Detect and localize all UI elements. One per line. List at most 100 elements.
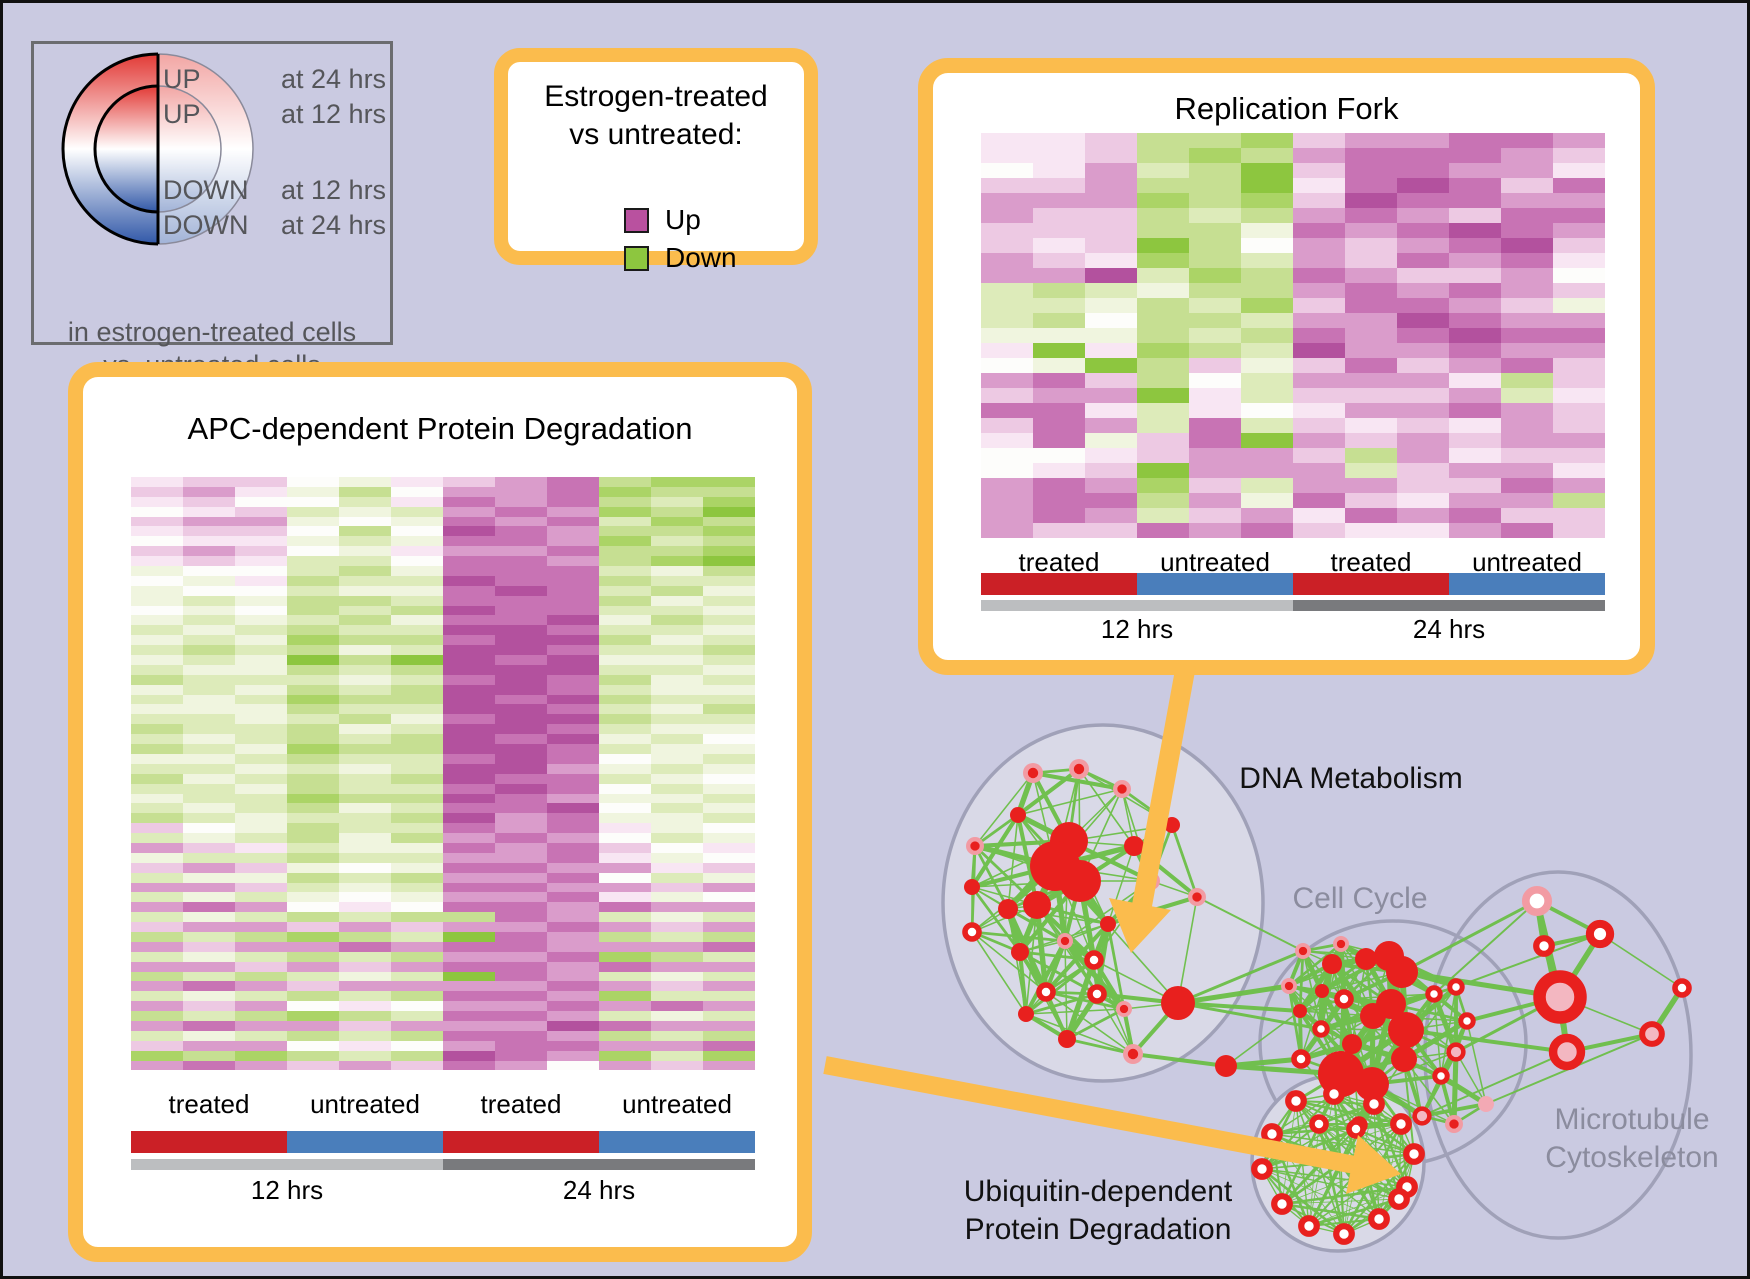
heatmap-cell [131,1001,183,1012]
heatmap-cell [651,566,703,576]
heatmap-cell [1241,163,1293,178]
heatmap-cell [495,872,547,883]
heatmap-cell [1033,463,1085,478]
heatmap-cell [495,526,547,537]
heatmap-cell [391,664,443,675]
heatmap-cell [1397,418,1449,433]
heatmap-cell [131,536,183,547]
heatmap-cell [599,734,651,745]
heatmap-cell [495,833,547,843]
heatmap-cell [981,433,1033,448]
heatmap-cell [287,585,339,596]
heatmap-cell [1397,508,1449,523]
heatmap-cell [599,566,651,576]
heatmap-cell [1553,433,1605,448]
heatmap-cell [339,803,391,814]
heatmap-cell [391,951,443,962]
heatmap-cell [131,694,183,705]
inter-cluster-edge [1196,896,1304,952]
heatmap-cell [547,961,599,972]
heatmap-cell [131,842,183,853]
heatmap-cell [599,585,651,596]
heatmap-cell [391,536,443,547]
heatmap-cell [443,912,495,923]
heatmap-cell [235,615,287,626]
heatmap-cell [443,477,495,487]
heatmap-cell [183,773,235,784]
heatmap-cell [235,1020,287,1031]
heatmap-cell [183,615,235,626]
heatmap-cell [1293,313,1345,328]
heatmap-cell [599,803,651,814]
heatmap-cell [1345,163,1397,178]
heatmap-cell [1241,148,1293,163]
heatmap-cell [703,1040,755,1051]
gene-node-solid [1018,1006,1034,1022]
heatmap-cell [547,852,599,863]
heatmap-cell [547,981,599,992]
heatmap-cell [1033,178,1085,193]
heatmap-cell [1449,328,1501,343]
inter-cluster-edge [1433,900,1538,995]
heatmap-cell [651,902,703,913]
heatmap-cell [391,595,443,606]
heatmap-cell [651,645,703,656]
heatmap-cell [183,892,235,903]
edge [971,931,1027,1015]
heatmap-cell [547,684,599,695]
heatmap-cell [547,1001,599,1012]
heatmap-cell [183,684,235,695]
heatmap-cell [1553,388,1605,403]
heatmap-cell [391,892,443,903]
heatmap-cell [1501,313,1553,328]
heatmap-cell [287,645,339,656]
heatmap-cell [547,744,599,754]
heatmap-cell [235,813,287,824]
heatmap-cell [599,951,651,962]
heatmap-cell [183,1001,235,1012]
heatmap-cell [1397,313,1449,328]
heatmap-cell [1189,178,1241,193]
heatmap-cell [131,496,183,507]
heatmap-cell [391,842,443,853]
heatmap-cell [1345,253,1397,268]
gene-node-solid [1355,948,1377,970]
heatmap-cell [547,605,599,616]
heatmap-cell [443,506,495,517]
edge [1007,814,1019,910]
heatmap-cell [1345,418,1397,433]
heatmap-cell [287,664,339,675]
gene-node-pink-ring [1548,1033,1586,1071]
heatmap-cell [1241,493,1293,508]
untreated-bar [1137,573,1293,595]
heatmap-cell [391,516,443,527]
gene-node-core [1284,981,1294,991]
gene-node-core [1127,1048,1139,1060]
heatmap-cell [287,714,339,725]
heatmap-cell [235,852,287,863]
heatmap-cell [287,892,339,903]
heatmap-cell [235,1050,287,1061]
heatmap-cell [651,536,703,547]
inner-right-arc [157,85,222,213]
heatmap-cell [235,892,287,903]
heatmap-cell [495,496,547,507]
heatmap-cell [1501,268,1553,283]
sample-group-label: treated [168,1089,250,1119]
edge [1044,990,1126,1011]
color-key-title-line1: Estrogen-treated [544,80,768,113]
heatmap-cell [651,714,703,725]
heatmap-cell [183,922,235,932]
heatmap-cell [651,922,703,932]
heatmap-cell [131,556,183,567]
heatmap-cell [391,615,443,626]
heatmap-cell [1449,463,1501,478]
heatmap-cell [131,744,183,754]
heatmap-cell [1293,298,1345,313]
heatmap-cell [1397,388,1449,403]
heatmap-cell [1189,133,1241,148]
heatmap-cell [235,862,287,873]
heatmap-cell [443,882,495,893]
heatmap-cell [1189,508,1241,523]
heatmap-cell [599,724,651,735]
